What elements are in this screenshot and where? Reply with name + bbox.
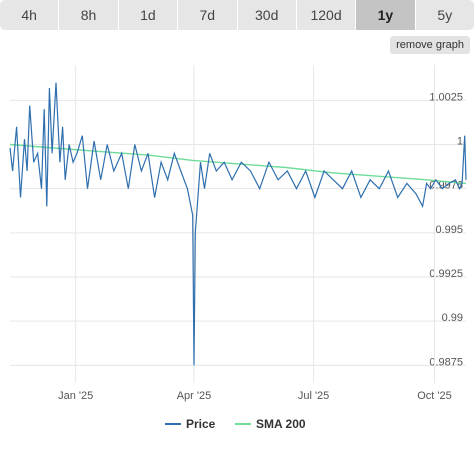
- x-tick-label: Jan '25: [58, 390, 93, 402]
- x-tick-label: Oct '25: [417, 390, 452, 402]
- x-tick-label: Jul '25: [298, 390, 329, 402]
- y-tick-label: 1.0025: [429, 91, 463, 103]
- tab-120d[interactable]: 120d: [296, 0, 357, 30]
- tab-5y[interactable]: 5y: [415, 0, 474, 30]
- price-line: [9, 82, 467, 366]
- timeframe-tabs: 4h 8h 1d 7d 30d 120d 1y 5y: [0, 0, 474, 30]
- remove-graph-button[interactable]: remove graph: [390, 36, 470, 54]
- tab-1d[interactable]: 1d: [118, 0, 179, 30]
- tab-1y[interactable]: 1y: [356, 0, 416, 30]
- legend-label-sma-200[interactable]: SMA 200: [256, 417, 306, 431]
- sma-200-line: [9, 143, 467, 185]
- tab-30d[interactable]: 30d: [237, 0, 297, 30]
- tab-4h[interactable]: 4h: [0, 0, 60, 30]
- legend-label-price[interactable]: Price: [186, 417, 216, 431]
- tab-7d[interactable]: 7d: [178, 0, 238, 30]
- x-tick-label: Apr '25: [177, 390, 212, 402]
- y-tick-label: 0.9925: [429, 268, 463, 280]
- y-tick-label: 0.99: [442, 312, 463, 324]
- y-tick-label: 1: [457, 136, 463, 148]
- y-tick-label: 0.9875: [429, 356, 463, 368]
- tab-8h[interactable]: 8h: [59, 0, 119, 30]
- y-tick-label: 0.995: [435, 224, 463, 236]
